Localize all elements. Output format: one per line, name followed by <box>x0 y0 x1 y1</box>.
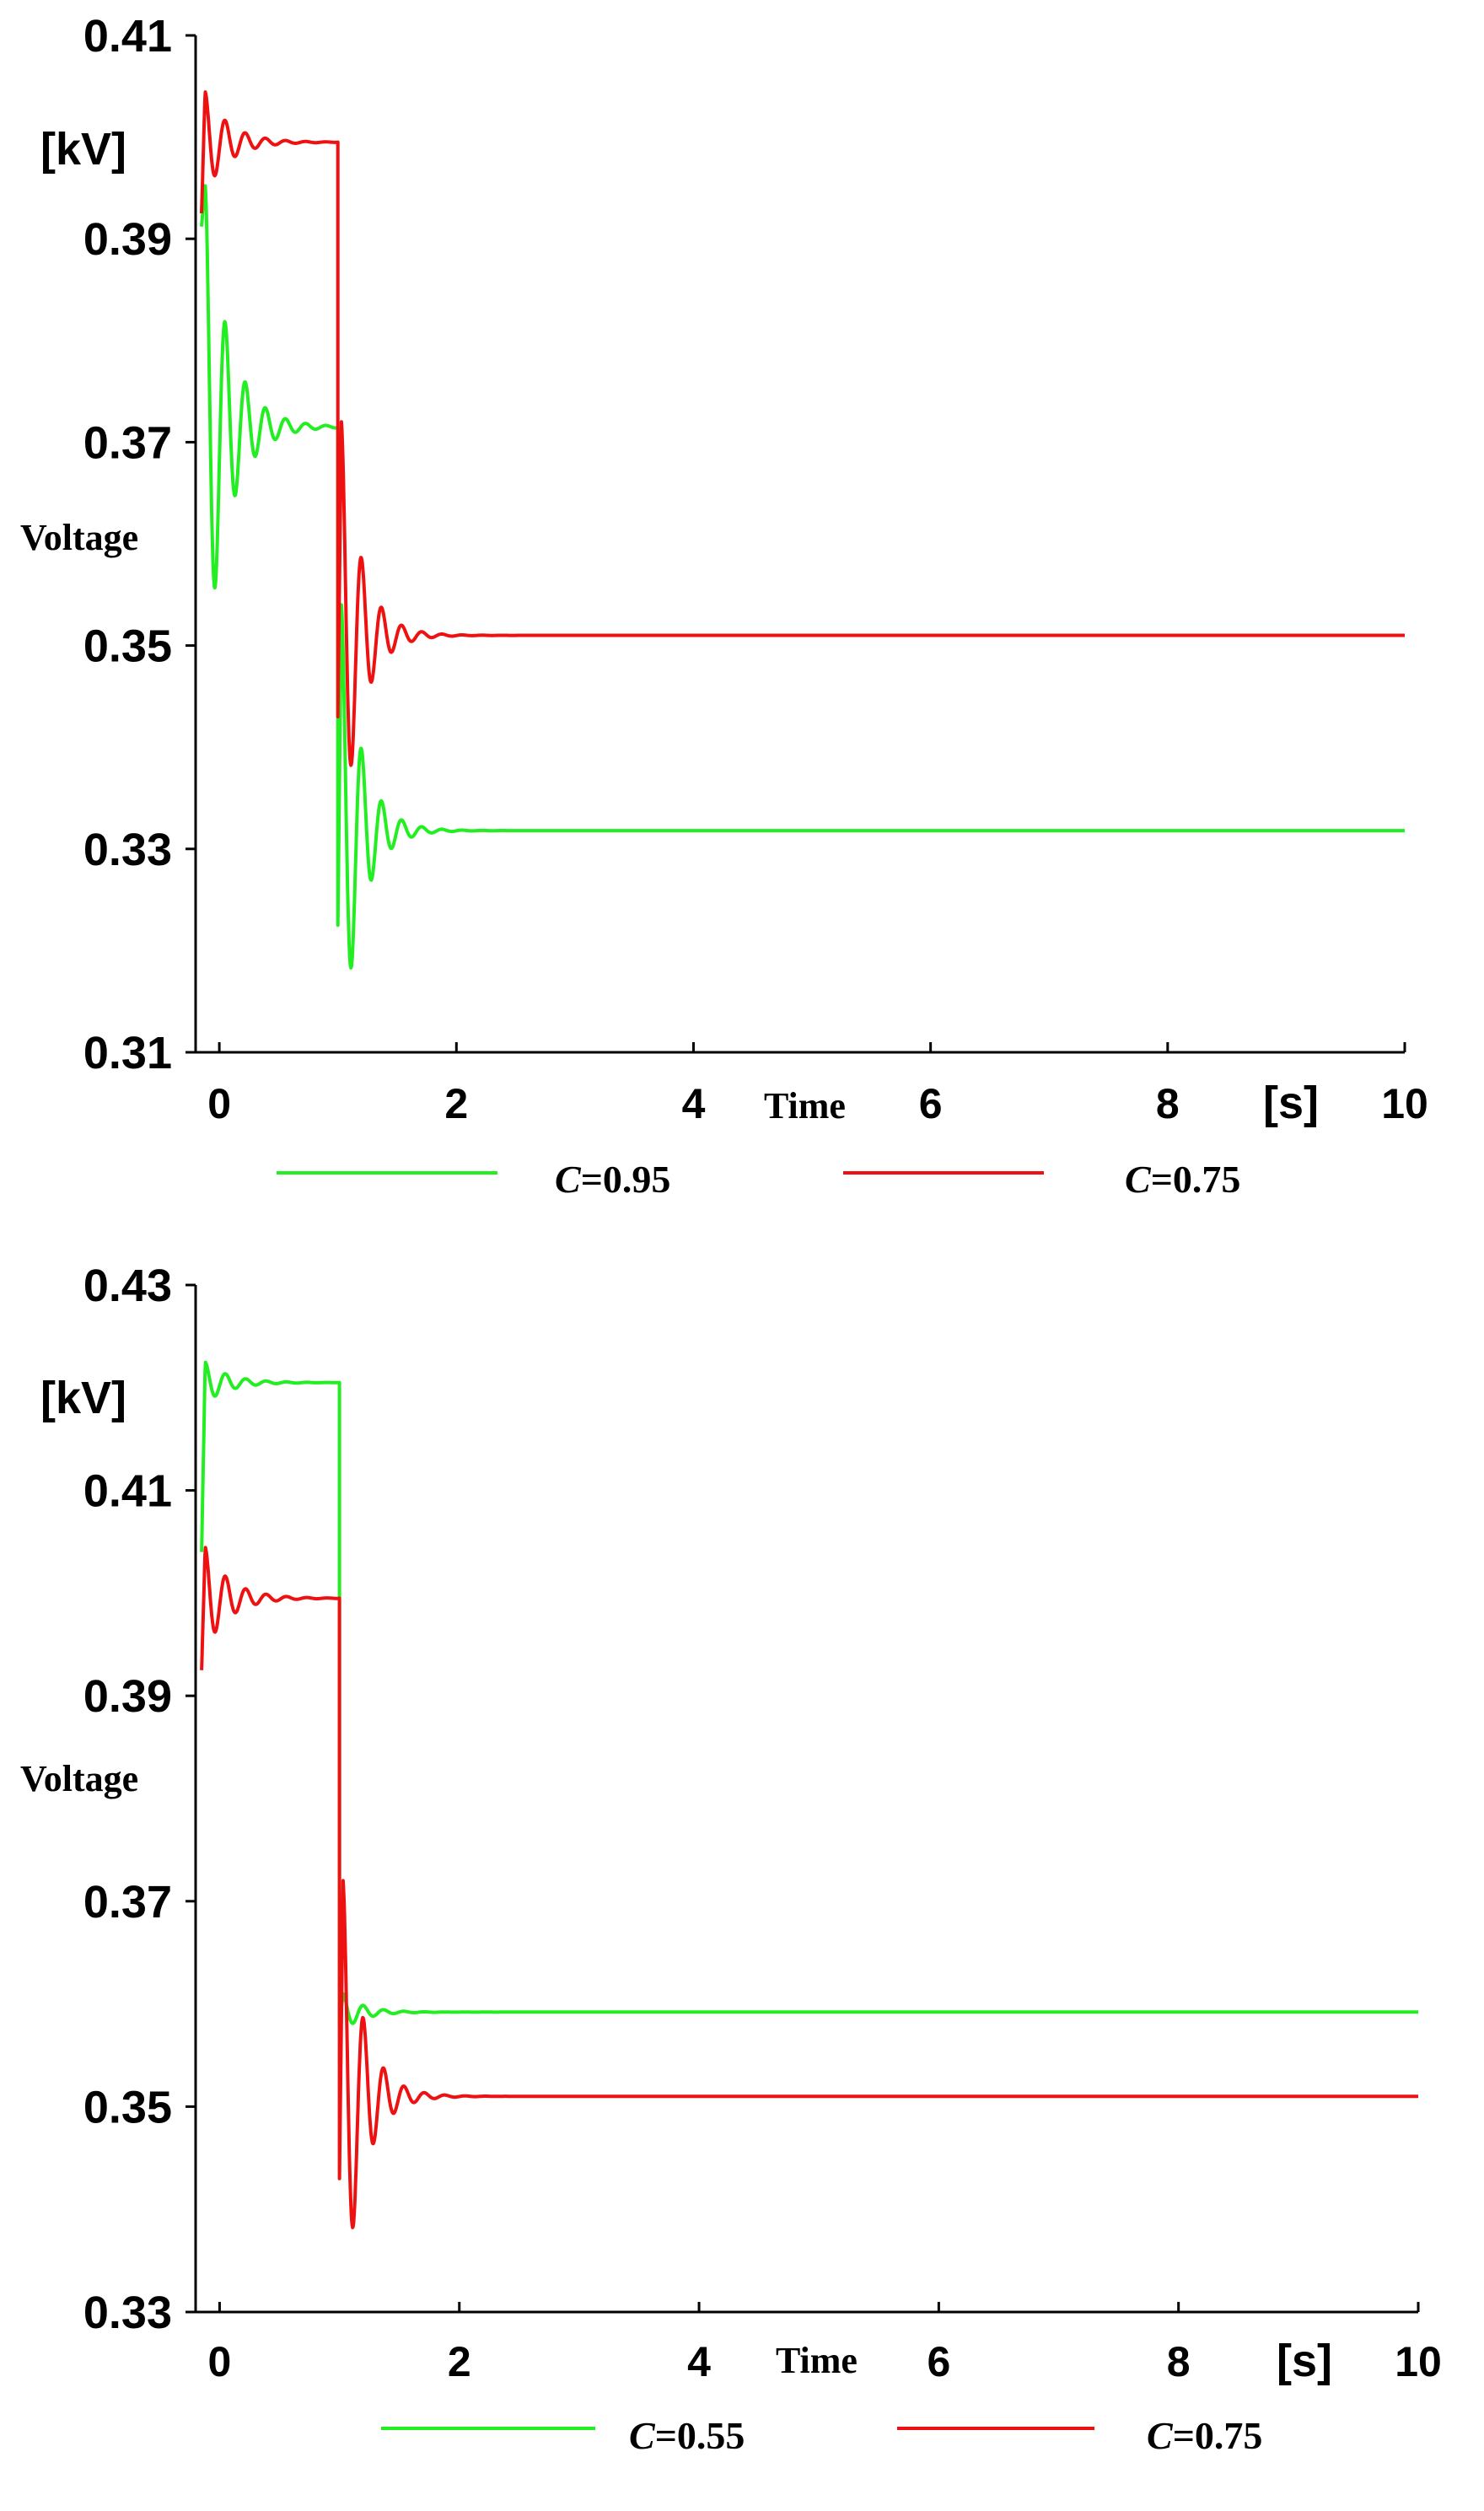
series-line-2 <box>200 90 1405 767</box>
legend-1: C=0.95 C=0.75 <box>277 1158 1240 1201</box>
y-tick-label: 0.37 <box>83 417 172 468</box>
x-tick-label: 0 <box>207 1080 231 1127</box>
y-unit-label: [kV] <box>40 124 126 175</box>
legend-2: C=0.55 C=0.75 <box>381 2414 1262 2457</box>
y-unit-label: [kV] <box>40 1373 126 1423</box>
x-unit-label: [s] <box>1263 1078 1319 1128</box>
y-tick-label: 0.33 <box>83 825 172 875</box>
series-line-2 <box>200 1546 1418 2229</box>
legend-prefix: C <box>555 1158 582 1201</box>
y-tick-label: 0.31 <box>83 1028 172 1078</box>
x-axis-label: Time <box>776 2340 858 2381</box>
x-tick-label: 2 <box>448 2338 471 2385</box>
legend-value: =0.55 <box>655 2414 745 2457</box>
x-tick-label: 10 <box>1395 2338 1442 2385</box>
x-ticks-2: 0 2 4 6 8 10 <box>208 2302 1442 2385</box>
series-group-1 <box>200 90 1405 970</box>
y-tick-label: 0.37 <box>83 1877 172 1928</box>
chart-panel-1: 0.41 0.39 0.37 0.35 0.33 0.31 0 2 4 6 8 10 [kV] Vo… <box>20 11 1428 1201</box>
y-tick-label: 0.35 <box>83 2082 172 2132</box>
legend-label-series-1: C=0.55 <box>629 2414 745 2457</box>
y-tick-label: 0.39 <box>83 1671 172 1722</box>
legend-prefix: C <box>629 2414 656 2457</box>
series-group-2 <box>200 1360 1418 2229</box>
legend-value: =0.95 <box>581 1158 671 1201</box>
chart-panel-2: 0.43 0.41 0.39 0.37 0.35 0.33 0 2 4 6 8 10 [kV] Vo… <box>20 1261 1442 2457</box>
x-axis-label: Time <box>764 1085 846 1126</box>
x-tick-label: 6 <box>927 2338 950 2385</box>
y-ticks-1: 0.41 0.39 0.37 0.35 0.33 0.31 <box>83 11 196 1078</box>
x-tick-label: 4 <box>687 2338 711 2385</box>
x-tick-label: 6 <box>919 1080 943 1127</box>
legend-value: =0.75 <box>1151 1158 1241 1201</box>
y-ticks-2: 0.43 0.41 0.39 0.37 0.35 0.33 <box>83 1261 196 2338</box>
y-axis-label: Voltage <box>20 1758 138 1799</box>
x-tick-label: 8 <box>1167 2338 1191 2385</box>
x-tick-label: 0 <box>208 2338 232 2385</box>
legend-label-series-2: C=0.75 <box>1147 2414 1262 2457</box>
x-tick-label: 4 <box>682 1080 706 1127</box>
x-ticks-1: 0 2 4 6 8 10 <box>207 1042 1428 1127</box>
y-tick-label: 0.35 <box>83 621 172 672</box>
legend-value: =0.75 <box>1173 2414 1263 2457</box>
y-axis-label: Voltage <box>20 517 138 558</box>
series-line-1 <box>200 1360 1418 2026</box>
y-tick-label: 0.33 <box>83 2288 172 2338</box>
series-line-1 <box>200 184 1405 970</box>
x-unit-label: [s] <box>1277 2336 1332 2386</box>
y-tick-label: 0.41 <box>83 11 172 62</box>
x-tick-label: 8 <box>1156 1080 1180 1127</box>
y-tick-label: 0.43 <box>83 1261 172 1311</box>
y-tick-label: 0.39 <box>83 214 172 265</box>
y-tick-label: 0.41 <box>83 1466 172 1517</box>
x-tick-label: 10 <box>1381 1080 1428 1127</box>
legend-label-series-1: C=0.95 <box>555 1158 670 1201</box>
legend-prefix: C <box>1125 1158 1152 1201</box>
legend-prefix: C <box>1147 2414 1174 2457</box>
legend-label-series-2: C=0.75 <box>1125 1158 1240 1201</box>
x-tick-label: 2 <box>444 1080 468 1127</box>
